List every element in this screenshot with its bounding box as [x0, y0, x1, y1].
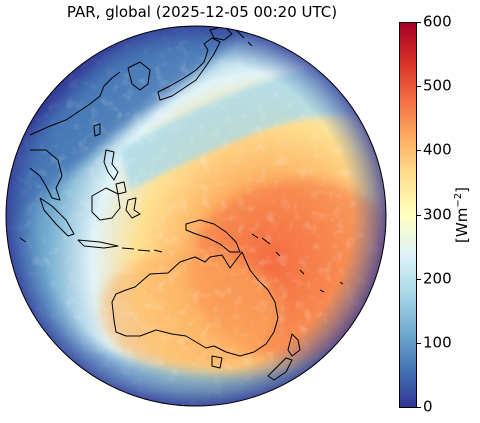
colorbar-tick [417, 22, 421, 23]
colorbar-tick-label: 400 [423, 140, 452, 159]
colorbar-label: [Wm−2] [453, 187, 471, 243]
colorbar-tick-label: 0 [423, 397, 433, 416]
colorbar-tick [417, 343, 421, 344]
philippines-coastline [103, 149, 119, 181]
korea-coastline [127, 61, 151, 91]
colorbar-tick-label: 200 [423, 269, 452, 288]
colorbar-gradient [400, 23, 416, 407]
colorbar-tick-label: 100 [423, 333, 452, 352]
borneo-coastline [91, 187, 121, 221]
chart-title: PAR, global (2025-12-05 00:20 UTC) [66, 3, 338, 21]
new-zealand-coastline [287, 333, 301, 357]
tasmania-coastline [211, 355, 223, 369]
colorbar-tick-label: 600 [423, 12, 452, 31]
colorbar-tick-label: 300 [423, 205, 452, 224]
australia-coastline [111, 251, 279, 357]
colorbar-tick-label: 500 [423, 76, 452, 95]
colorbar-tick [417, 150, 421, 151]
colorbar-tick [417, 279, 421, 280]
colorbar-tick [417, 86, 421, 87]
globe-map [5, 25, 387, 407]
disk-outline [5, 25, 387, 407]
new-guinea-coastline [185, 219, 241, 253]
colorbar-tick [417, 407, 421, 408]
colorbar-tick [417, 215, 421, 216]
japan-coastline [157, 37, 221, 101]
colorbar [399, 22, 417, 408]
